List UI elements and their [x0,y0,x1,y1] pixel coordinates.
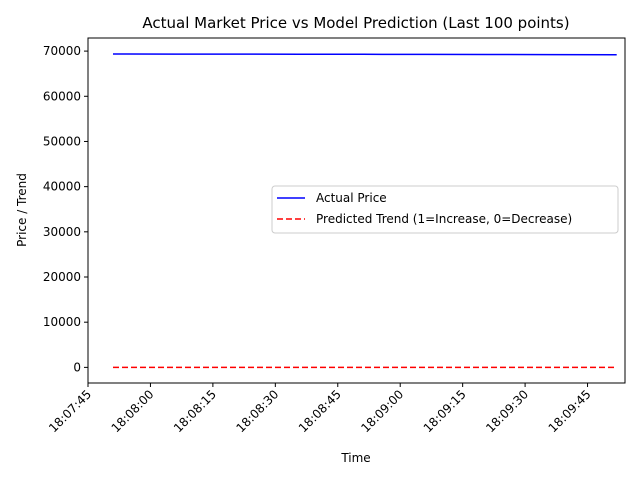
x-tick-label-8: 18:09:45 [546,387,594,435]
x-tick-label-5: 18:09:00 [358,387,406,435]
legend-label-predicted-trend: Predicted Trend (1=Increase, 0=Decrease) [316,212,572,226]
x-tick-label-4: 18:08:45 [296,387,344,435]
y-tick-label-6: 60000 [43,89,81,103]
legend: Actual Price Predicted Trend (1=Increase… [271,185,619,234]
y-tick-label-4: 40000 [43,180,81,194]
y-axis-label: Price / Trend [15,173,29,247]
legend-label-actual-price: Actual Price [316,191,387,205]
plot-area [87,37,626,384]
series-line-0 [112,53,617,56]
x-tick-label-3: 18:08:30 [233,387,281,435]
x-axis-ticks: 18:07:45 18:08:00 18:08:15 18:08:30 18:08:45… [46,383,594,435]
x-tick-label-6: 18:09:15 [421,387,469,435]
y-axis-ticks: 0 10000 20000 30000 40000 50000 60000 70000 [43,44,88,374]
y-tick-label-5: 50000 [43,134,81,148]
y-tick-label-0: 0 [73,360,81,374]
chart-title: Actual Market Price vs Model Prediction … [142,14,569,32]
y-tick-label-1: 10000 [43,315,81,329]
series-layer [112,53,617,369]
plot-frame [87,37,626,384]
x-tick-label-0: 18:07:45 [46,387,94,435]
x-tick-label-2: 18:08:15 [171,387,219,435]
x-axis-label: Time [340,451,370,465]
x-tick-label-1: 18:08:00 [109,387,157,435]
x-tick-label-7: 18:09:30 [483,387,531,435]
y-tick-label-3: 30000 [43,225,81,239]
y-tick-label-2: 20000 [43,270,81,284]
y-tick-label-7: 70000 [43,44,81,58]
legend-box [271,185,619,234]
